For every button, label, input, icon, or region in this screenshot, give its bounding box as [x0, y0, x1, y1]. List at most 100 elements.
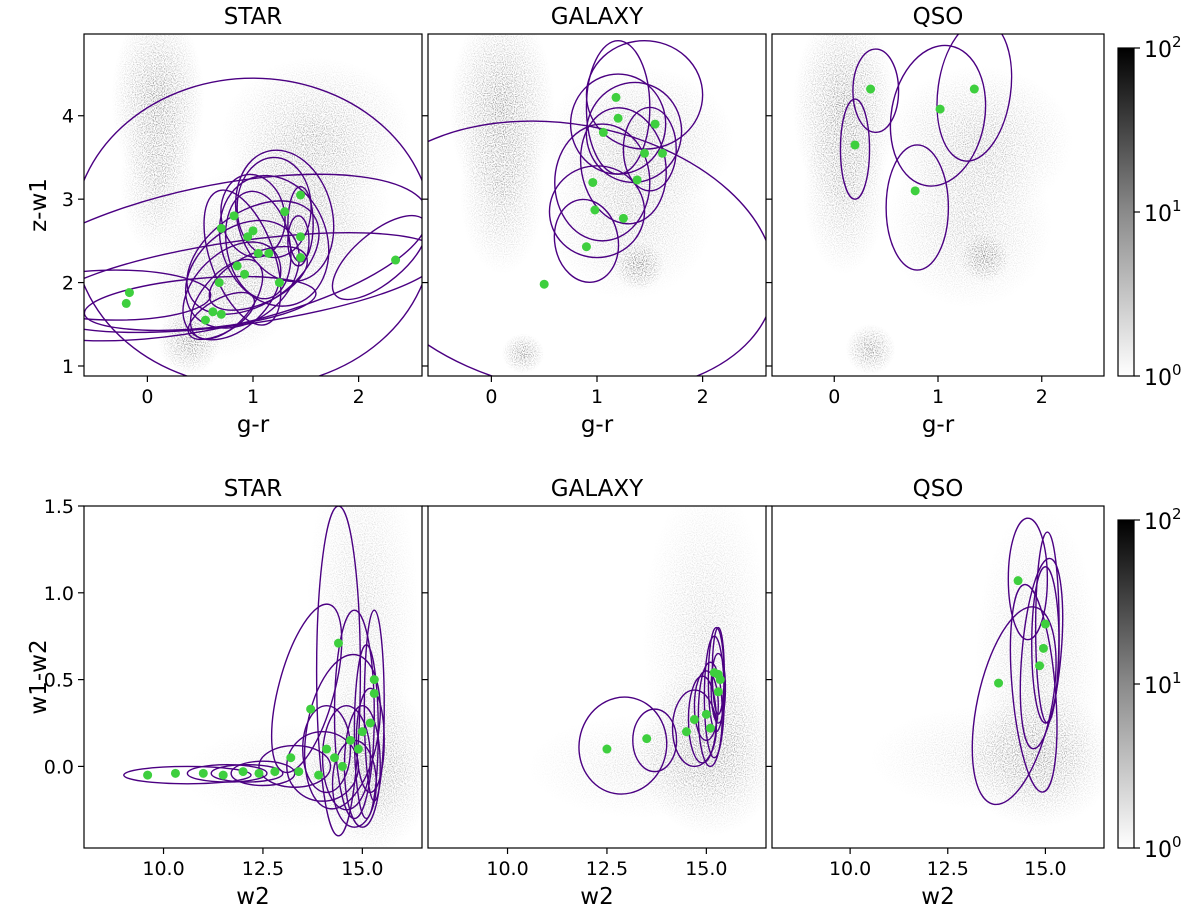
gmm-ellipse — [839, 98, 871, 200]
component-center-point — [581, 242, 591, 252]
density-blob — [613, 240, 665, 291]
gmm-ellipse — [936, 34, 1013, 162]
colorbar-tick-label: 101 — [1144, 669, 1182, 699]
x-tick-label: 1 — [247, 386, 259, 408]
y-tick-label: 1.0 — [44, 583, 74, 605]
x-tick-label: 1 — [932, 386, 944, 408]
gmm-ellipse — [84, 77, 422, 376]
plot-area — [527, 506, 766, 836]
density-blob — [527, 714, 766, 819]
gmm-ellipse — [578, 696, 668, 795]
gmm-ellipse — [885, 144, 950, 271]
gmm-ellipse — [553, 198, 620, 284]
component-center-point — [715, 675, 725, 685]
colorbar-gradient — [1117, 519, 1135, 849]
x-tick-label: 12.5 — [927, 858, 969, 880]
gmm-ellipse — [189, 258, 264, 340]
colorbar-tick-label: 102 — [1144, 505, 1182, 535]
component-center-point — [170, 768, 180, 778]
plot-area — [428, 34, 766, 376]
x-axis-label: w2 — [580, 884, 613, 910]
panel-title: QSO — [913, 476, 964, 502]
gmm-ellipse — [234, 149, 335, 283]
component-center-point — [253, 248, 263, 258]
gmm-ellipse — [693, 670, 719, 742]
component-center-point — [590, 205, 600, 215]
x-tick-label: 0 — [828, 386, 840, 408]
component-center-point — [314, 770, 324, 780]
y-tick-label: 0.5 — [44, 670, 74, 692]
component-center-point — [248, 226, 258, 236]
x-axis-label: g-r — [922, 412, 955, 438]
component-center-point — [296, 232, 306, 242]
gmm-ellipse — [287, 215, 310, 267]
gmm-ellipse — [321, 704, 372, 811]
gmm-ellipse — [302, 704, 352, 794]
gmm-ellipse — [184, 219, 300, 329]
component-center-point — [611, 92, 621, 102]
colorbar-tick-exponent: 0 — [1172, 833, 1182, 851]
component-center-point — [1040, 619, 1050, 629]
component-center-point — [200, 315, 210, 325]
component-center-point — [264, 248, 274, 258]
component-center-point — [280, 207, 290, 217]
component-center-point — [333, 638, 343, 648]
colorbar-tick-label: 102 — [1144, 33, 1182, 63]
gmm-ellipse — [569, 73, 667, 175]
component-center-point — [238, 767, 248, 777]
density-layer — [869, 506, 1104, 828]
axes-frame — [427, 505, 767, 849]
y-tick-label: 1 — [62, 356, 74, 378]
component-center-point — [214, 278, 224, 288]
x-tick-label: 12.5 — [242, 858, 284, 880]
component-center-point — [286, 753, 296, 763]
component-center-point — [935, 104, 945, 114]
y-tick-label: 2 — [62, 273, 74, 295]
colorbar-tick-exponent: 1 — [1172, 197, 1182, 215]
component-center-point — [910, 186, 920, 196]
y-axis-label: z-w1 — [26, 178, 52, 232]
colorbar-tick-exponent: 2 — [1172, 505, 1182, 523]
component-center-point — [294, 767, 304, 777]
x-tick-label: 0 — [485, 386, 497, 408]
component-center-point — [353, 744, 363, 754]
x-tick-label: 1 — [591, 386, 603, 408]
gmm-ellipse — [852, 48, 900, 134]
plot-area — [84, 34, 422, 376]
gmm-ellipse — [579, 107, 667, 225]
panels: 0 1 2 1 2 3 4 STAR g-r z-w1 0 1 2 GALAXY g-r 0 1 2 QSO g-r 1… — [26, 4, 1105, 910]
x-tick-label: 12.5 — [586, 858, 628, 880]
component-center-point — [713, 687, 723, 697]
y-axis-label: w1-w2 — [26, 639, 52, 714]
component-center-point — [369, 688, 379, 698]
component-center-point — [1038, 643, 1048, 653]
component-center-point — [657, 148, 667, 158]
gmm-ellipse — [315, 506, 362, 837]
gmm-ellipse — [971, 606, 1057, 806]
colorbar-tick-label: 100 — [1144, 361, 1182, 391]
component-center-point — [357, 727, 367, 737]
gmm-ellipse — [84, 269, 212, 321]
component-center-point — [322, 744, 332, 754]
component-center-point — [866, 84, 876, 94]
component-center-point — [232, 261, 242, 271]
y-tick-label: 3 — [62, 189, 74, 211]
colorbar-tick-base: 10 — [1144, 38, 1172, 63]
panel-title: GALAXY — [551, 4, 644, 30]
component-center-point — [391, 255, 401, 265]
component-center-point — [216, 223, 226, 233]
component-center-point — [254, 768, 264, 778]
colorbar-tick-base: 10 — [1144, 838, 1172, 863]
colorbar-tick-label: 100 — [1144, 833, 1182, 863]
gmm-ellipse — [258, 744, 332, 788]
colorbar-tick-label: 101 — [1144, 197, 1182, 227]
plot-area — [869, 506, 1104, 828]
component-center-point — [218, 770, 228, 780]
component-center-point — [598, 127, 608, 137]
x-tick-label: 0 — [141, 386, 153, 408]
colorbar-tick-exponent: 0 — [1172, 361, 1182, 379]
panel-4: 10.0 12.5 15.0 0.0 0.5 1.0 1.5 STAR w2 w1-w2 — [26, 476, 423, 910]
density-blob — [886, 140, 1053, 308]
